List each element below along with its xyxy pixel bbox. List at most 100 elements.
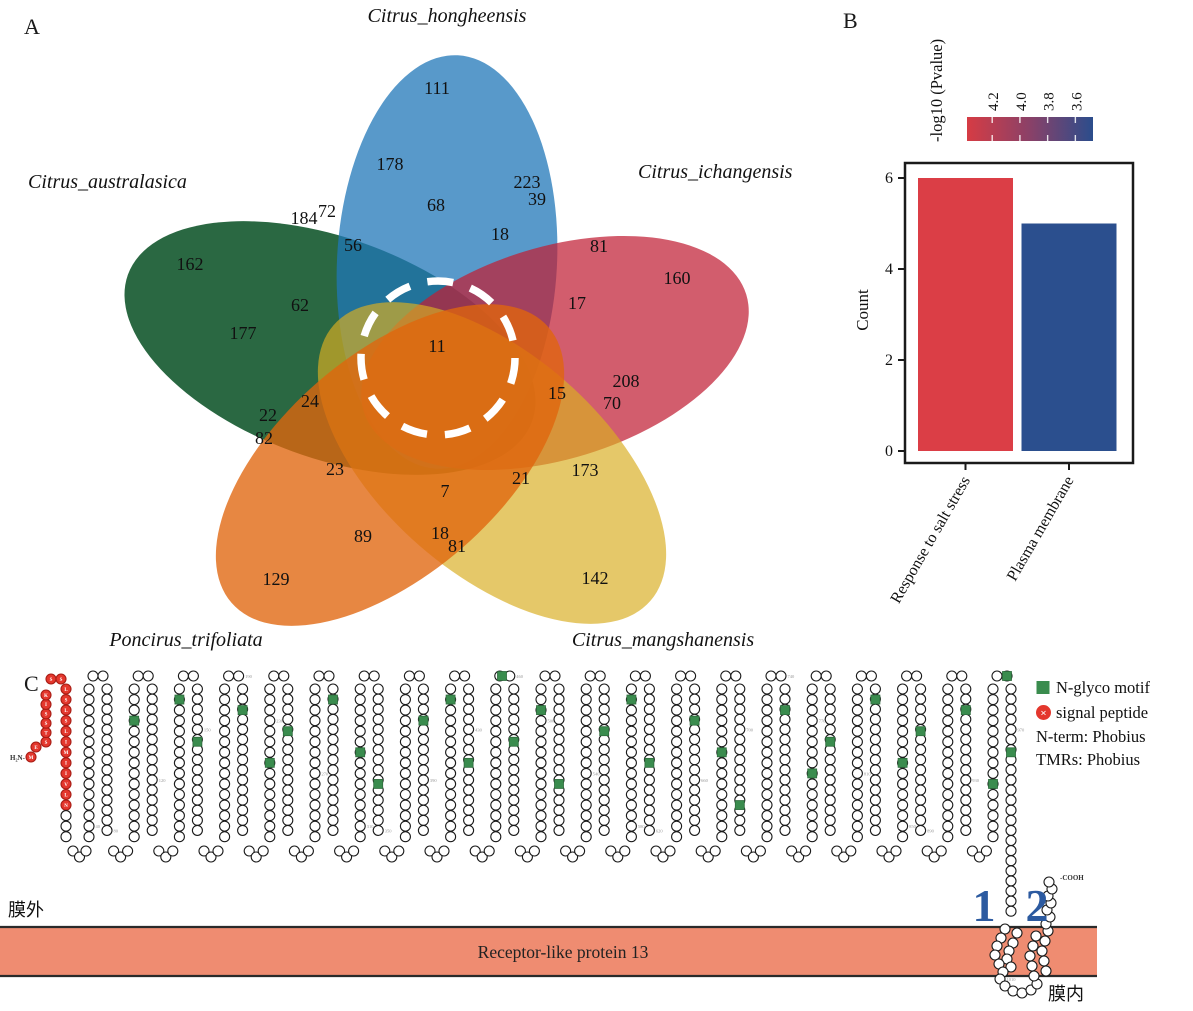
- x-tick-label: Plasma membrane: [1004, 474, 1078, 584]
- venn-count: 24: [301, 391, 319, 411]
- colorbar-tick-label: 3.6: [1069, 92, 1085, 111]
- bar-0: [918, 178, 1013, 451]
- svg-text:L: L: [64, 730, 68, 735]
- venn-count: 81: [590, 236, 608, 256]
- svg-text:500: 500: [548, 719, 556, 724]
- venn-count: 22: [259, 405, 277, 425]
- svg-text:540: 540: [593, 771, 601, 776]
- svg-text:M: M: [29, 756, 34, 761]
- svg-text:S: S: [65, 698, 68, 703]
- venn-count: 23: [326, 459, 344, 479]
- colorbar: [967, 117, 1093, 141]
- svg-text:S: S: [45, 722, 48, 727]
- signal-peptide-legend-icon: [1036, 705, 1051, 720]
- venn-count: 223: [514, 172, 541, 192]
- protein-name: Receptor-like protein 13: [478, 942, 649, 962]
- venn-count: 82: [255, 428, 273, 448]
- svg-text:580: 580: [638, 824, 646, 829]
- svg-text:850: 850: [909, 824, 917, 829]
- venn-count: 7: [441, 481, 450, 501]
- svg-text:660: 660: [701, 778, 709, 783]
- svg-text:190: 190: [245, 674, 253, 679]
- svg-text:970: 970: [1018, 727, 1026, 732]
- venn-set-label-bottom-right: Citrus_mangshanensis: [572, 629, 754, 651]
- outside-membrane-label: 膜外: [8, 900, 44, 921]
- svg-text:620: 620: [656, 828, 664, 833]
- venn-count: 70: [603, 393, 621, 413]
- venn-count: 184: [291, 208, 318, 228]
- svg-text:T: T: [44, 731, 48, 736]
- c-terminus-label: -COOH: [1060, 874, 1084, 882]
- svg-text:930: 930: [972, 778, 980, 783]
- svg-text:V: V: [64, 783, 68, 788]
- venn-count: 177: [230, 323, 257, 343]
- svg-text:310: 310: [367, 824, 375, 829]
- svg-text:I: I: [65, 772, 67, 777]
- n-glyco-motifs: [129, 671, 1016, 810]
- venn-core-dashed-circle: [357, 277, 519, 439]
- colorbar-tick-label: 3.8: [1042, 92, 1058, 111]
- svg-text:700: 700: [746, 727, 754, 732]
- n-terminus-label: H₂N-: [10, 754, 26, 762]
- tm-number-1: 1: [973, 880, 996, 931]
- venn-count: 173: [572, 460, 599, 480]
- venn-count: 162: [177, 254, 204, 274]
- colorbar-tick-label: 4.2: [986, 92, 1002, 111]
- tm-number-2: 2: [1026, 880, 1049, 931]
- membrane-band: [0, 927, 1097, 976]
- legend-line-1: TMRs: Phobius: [1036, 750, 1140, 769]
- venn-count: 81: [448, 536, 466, 556]
- colorbar-title: -log10 (Pvalue): [927, 39, 946, 142]
- bar-1: [1021, 223, 1117, 451]
- svg-text:430: 430: [475, 727, 483, 732]
- svg-text:S: S: [50, 678, 53, 683]
- venn-count: 11: [428, 336, 445, 356]
- svg-text:S: S: [45, 713, 48, 718]
- plot-frame: [903, 161, 1135, 465]
- svg-text:I: I: [65, 762, 67, 767]
- n-glyco-legend-label: N-glyco motif: [1056, 678, 1150, 697]
- venn-ellipse-bottom-left: [215, 304, 565, 626]
- venn-count: 142: [582, 568, 609, 588]
- legend-line-0: N-term: Phobius: [1036, 727, 1146, 746]
- svg-text:N: N: [64, 804, 68, 809]
- y-tick-label: 2: [885, 352, 893, 369]
- venn-count: 208: [613, 371, 640, 391]
- inside-membrane-label: 膜内: [1048, 984, 1084, 1005]
- svg-text:810: 810: [864, 771, 872, 776]
- svg-text:770: 770: [819, 719, 827, 724]
- panel-a-label: A: [24, 14, 40, 39]
- y-tick-label: 0: [885, 443, 893, 460]
- svg-text:150: 150: [204, 727, 212, 732]
- svg-text:460: 460: [516, 674, 524, 679]
- svg-text:S: S: [60, 678, 63, 683]
- venn-count: 18: [491, 224, 509, 244]
- venn-set-label-bottom-left: Poncirus_trifoliata: [108, 629, 262, 651]
- svg-text:×: ×: [1040, 708, 1046, 720]
- venn-count: 62: [291, 295, 309, 315]
- venn-count: 111: [424, 78, 450, 98]
- svg-text:L: L: [64, 709, 68, 714]
- venn-count: 56: [344, 235, 362, 255]
- svg-text:L: L: [64, 688, 68, 693]
- venn-set-label-top: Citrus_hongheensis: [368, 5, 527, 27]
- barchart-panel: B -log10 (Pvalue) 4.2 4.0 3.8 3.6 Count 0 2 4 6 Res…: [843, 8, 1135, 606]
- venn-count: 39: [528, 189, 546, 209]
- svg-text:E: E: [34, 746, 38, 751]
- svg-text:740: 740: [788, 674, 796, 679]
- venn-count: 178: [377, 154, 404, 174]
- svg-text:270: 270: [322, 771, 330, 776]
- svg-text:S: S: [45, 741, 48, 746]
- venn-count: 72: [318, 201, 336, 221]
- venn-count: 21: [512, 468, 530, 488]
- venn-count: 68: [427, 195, 445, 215]
- svg-text:1010: 1010: [1007, 977, 1017, 982]
- venn-count: 15: [548, 383, 566, 403]
- svg-text:K: K: [44, 694, 48, 699]
- svg-text:120: 120: [159, 778, 167, 783]
- venn-set-label-right: Citrus_ichangensis: [638, 161, 793, 183]
- svg-text:I: I: [65, 741, 67, 746]
